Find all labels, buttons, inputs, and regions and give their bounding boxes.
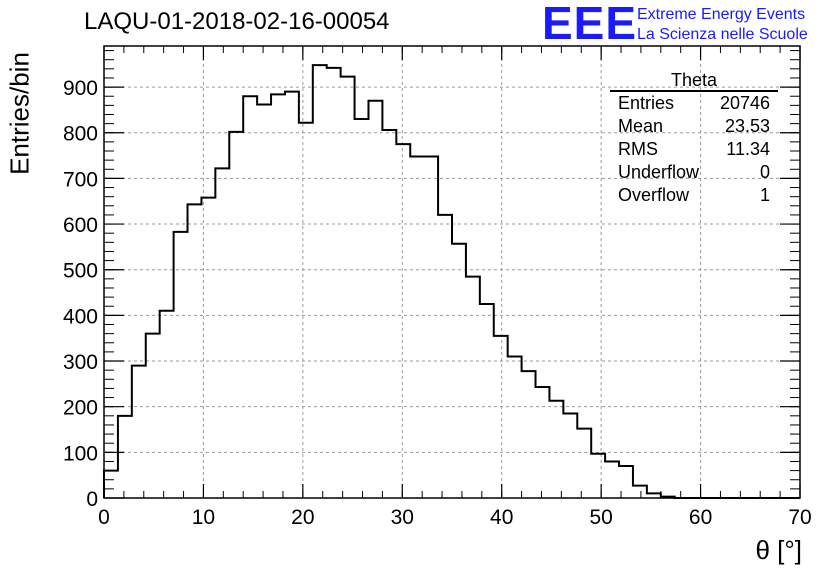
stats-row-underflow: Underflow 0 — [610, 161, 778, 184]
y-tick-label: 500 — [63, 260, 98, 283]
x-tick-label: 50 — [589, 506, 612, 529]
stats-row-rms: RMS 11.34 — [610, 138, 778, 161]
y-tick-label: 0 — [86, 488, 98, 511]
x-tick-label: 0 — [98, 506, 110, 529]
x-axis-label: θ [°] — [755, 535, 802, 565]
logo-line-1: Extreme Energy Events — [637, 6, 806, 23]
stats-value: 1 — [759, 185, 770, 205]
stats-row-overflow: Overflow 1 — [610, 184, 778, 207]
stats-row-mean: Mean 23.53 — [610, 115, 778, 138]
x-tick-label: 20 — [291, 506, 314, 529]
stats-value: 0 — [759, 162, 770, 182]
logo-line-2: La Scienza nelle Scuole — [637, 26, 808, 43]
stats-value: 23.53 — [724, 116, 770, 136]
x-tick-label: 60 — [689, 506, 712, 529]
stats-title: Theta — [610, 70, 778, 92]
plot-frame — [103, 45, 801, 499]
y-tick-labels: 0 100 200 300 400 500 600 700 800 900 — [63, 77, 98, 511]
stats-label: Mean — [618, 116, 664, 136]
x-tick-label: 10 — [192, 506, 215, 529]
y-tick-label: 300 — [63, 351, 98, 374]
stats-label: Overflow — [618, 185, 690, 205]
y-tick-label: 900 — [63, 77, 98, 100]
y-axis-label: Entries/bin — [4, 52, 35, 175]
y-tick-label: 800 — [63, 123, 98, 146]
stats-label: RMS — [618, 139, 658, 159]
stats-row-entries: Entries 20746 — [610, 92, 778, 115]
chart-title: LAQU-01-2018-02-16-00054 — [84, 8, 390, 35]
histogram-line — [103, 64, 800, 499]
x-tick-label: 70 — [788, 506, 811, 529]
x-tick-label: 30 — [391, 506, 414, 529]
stats-box: Theta Entries 20746 Mean 23.53 RMS 11.34… — [610, 70, 778, 207]
axis-ticks — [103, 46, 801, 499]
y-tick-label: 200 — [63, 397, 98, 420]
stats-label: Entries — [618, 93, 675, 113]
x-tick-labels: 0 10 20 30 40 50 60 70 — [98, 506, 812, 529]
y-tick-label: 600 — [63, 214, 98, 237]
stats-label: Underflow — [618, 162, 700, 182]
y-tick-label: 400 — [63, 305, 98, 328]
stats-value: 20746 — [719, 93, 770, 113]
y-tick-label: 700 — [63, 168, 98, 191]
eee-logo: EEE — [542, 0, 638, 49]
x-tick-label: 40 — [490, 506, 513, 529]
y-tick-label: 100 — [63, 442, 98, 465]
grid-lines — [104, 46, 800, 498]
stats-value: 11.34 — [726, 139, 770, 159]
